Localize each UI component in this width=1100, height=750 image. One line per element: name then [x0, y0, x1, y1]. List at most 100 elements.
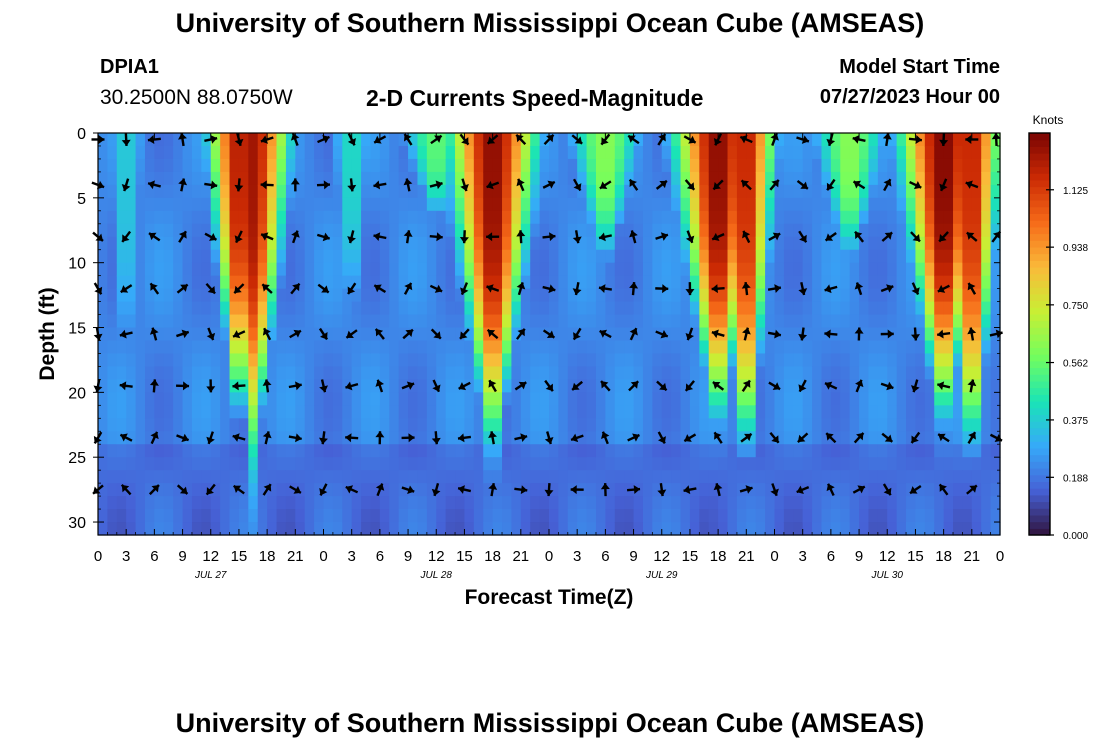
heatmap-cell — [765, 223, 776, 238]
heatmap-cell — [417, 483, 428, 497]
heatmap-cell — [426, 184, 437, 199]
heatmap-cell — [229, 353, 240, 368]
heatmap-cell — [417, 366, 428, 380]
heatmap-cell — [652, 392, 663, 406]
heatmap-cell — [332, 340, 343, 355]
heatmap-cell — [774, 262, 785, 277]
heatmap-cell — [370, 145, 381, 160]
heatmap-cell — [708, 210, 719, 225]
heatmap-cell — [107, 223, 118, 238]
heatmap-cell — [689, 171, 700, 186]
heatmap-cell — [98, 236, 108, 251]
heatmap-cell — [210, 288, 221, 303]
heatmap-cell — [520, 470, 531, 484]
heatmap-cell — [267, 405, 278, 419]
heatmap-cell — [314, 431, 325, 445]
heatmap-cell — [530, 184, 541, 199]
heatmap-cell — [483, 223, 494, 238]
heatmap-cell — [605, 197, 616, 212]
heatmap-cell — [840, 470, 851, 484]
heatmap-cell — [361, 314, 372, 329]
current-arrow — [712, 179, 724, 191]
heatmap-cell — [906, 314, 917, 329]
heatmap-cell — [877, 262, 888, 277]
heatmap-cell — [746, 405, 757, 419]
heatmap-cell — [793, 223, 804, 238]
heatmap-cell — [520, 496, 531, 510]
current-arrow — [459, 328, 470, 340]
heatmap-cell — [445, 210, 456, 225]
current-arrow — [176, 381, 190, 391]
heatmap-cell — [304, 275, 315, 290]
heatmap-cell — [736, 353, 747, 368]
heatmap-cell — [248, 223, 259, 238]
heatmap-cell — [849, 314, 860, 329]
heatmap-cell — [783, 483, 794, 497]
heatmap-cell — [342, 288, 353, 303]
heatmap-cell — [924, 197, 935, 212]
heatmap-cell — [981, 457, 992, 471]
heatmap-cell — [267, 444, 278, 458]
heatmap-cell — [520, 457, 531, 471]
heatmap-cell — [201, 366, 212, 380]
heatmap-cell — [107, 288, 118, 303]
heatmap-cell — [830, 301, 841, 316]
heatmap-cell — [981, 275, 992, 290]
heatmap-cell — [173, 184, 184, 199]
heatmap-cell — [830, 457, 841, 471]
heatmap-cell — [285, 418, 296, 432]
heatmap-cell — [464, 496, 475, 510]
heatmap-cell — [182, 366, 193, 380]
x-tick-label: 12 — [653, 548, 670, 565]
heatmap-cell — [595, 314, 606, 329]
heatmap-cell — [868, 366, 879, 380]
heatmap-cell — [971, 301, 982, 316]
heatmap-cell — [671, 353, 682, 368]
heatmap-cell — [408, 392, 419, 406]
colorbar-segment — [1029, 360, 1050, 369]
station-coordinates: 30.2500N 88.0750W — [100, 86, 293, 109]
heatmap-cell — [896, 509, 907, 523]
heatmap-cell — [201, 496, 212, 510]
heatmap-cell — [464, 249, 475, 264]
heatmap-cell — [981, 483, 992, 497]
heatmap-cell — [116, 288, 127, 303]
heatmap-cell — [718, 184, 729, 199]
heatmap-cell — [699, 301, 710, 316]
heatmap-cell — [502, 249, 513, 264]
current-arrow — [938, 231, 949, 243]
heatmap-cell — [962, 392, 973, 406]
heatmap-cell — [473, 444, 484, 458]
heatmap-cell — [558, 158, 569, 173]
heatmap-cell — [661, 288, 672, 303]
heatmap-cell — [718, 275, 729, 290]
heatmap-cell — [736, 184, 747, 199]
heatmap-cell — [577, 379, 588, 393]
heatmap-cell — [135, 392, 146, 406]
heatmap-cell — [802, 184, 813, 199]
heatmap-cell — [361, 197, 372, 212]
heatmap-cell — [718, 405, 729, 419]
heatmap-cell — [577, 133, 588, 147]
heatmap-cell — [398, 249, 409, 264]
colorbar-segment — [1029, 246, 1050, 255]
current-arrow — [991, 230, 1002, 243]
heatmap-cell — [652, 314, 663, 329]
heatmap-cell — [276, 288, 287, 303]
heatmap-cell — [990, 158, 1001, 173]
heatmap-cell — [314, 275, 325, 290]
x-tick-label: 15 — [456, 548, 473, 565]
heatmap-cell — [586, 145, 597, 160]
heatmap-cell — [849, 158, 860, 173]
heatmap-cell — [464, 522, 475, 536]
heatmap-cell — [577, 145, 588, 160]
heatmap-cell — [483, 379, 494, 393]
heatmap-cell — [671, 444, 682, 458]
heatmap-cell — [426, 470, 437, 484]
heatmap-cell — [285, 275, 296, 290]
heatmap-cell — [98, 197, 108, 212]
heatmap-cell — [464, 223, 475, 238]
heatmap-cell — [652, 353, 663, 368]
current-arrow — [966, 484, 978, 495]
heatmap-cell — [943, 431, 954, 445]
